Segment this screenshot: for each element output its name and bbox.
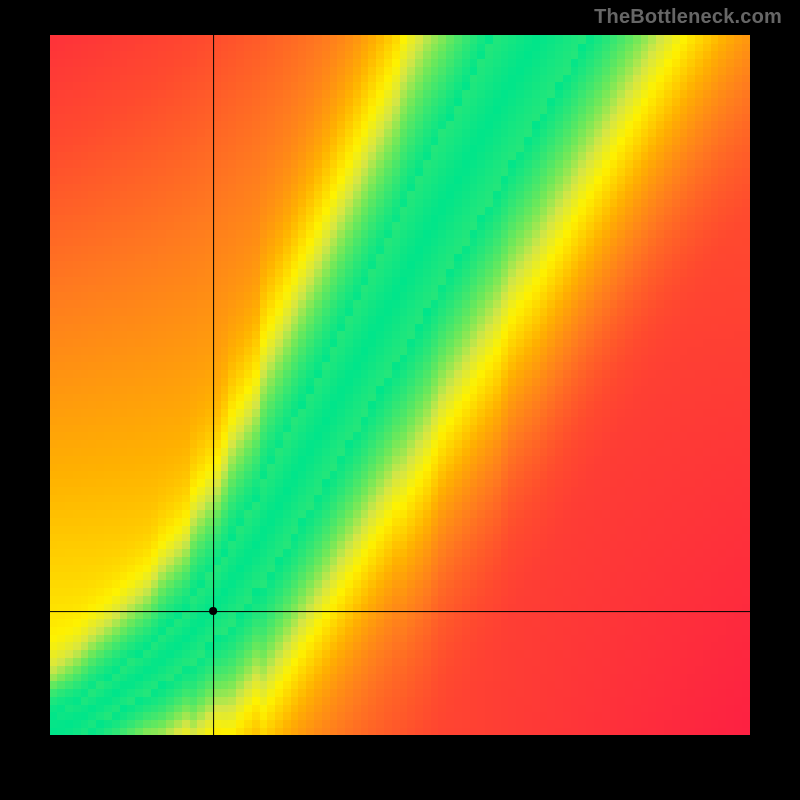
chart-container: TheBottleneck.com (0, 0, 800, 800)
plot-area (50, 35, 750, 735)
heatmap-canvas (50, 35, 750, 735)
watermark-text: TheBottleneck.com (594, 6, 782, 29)
